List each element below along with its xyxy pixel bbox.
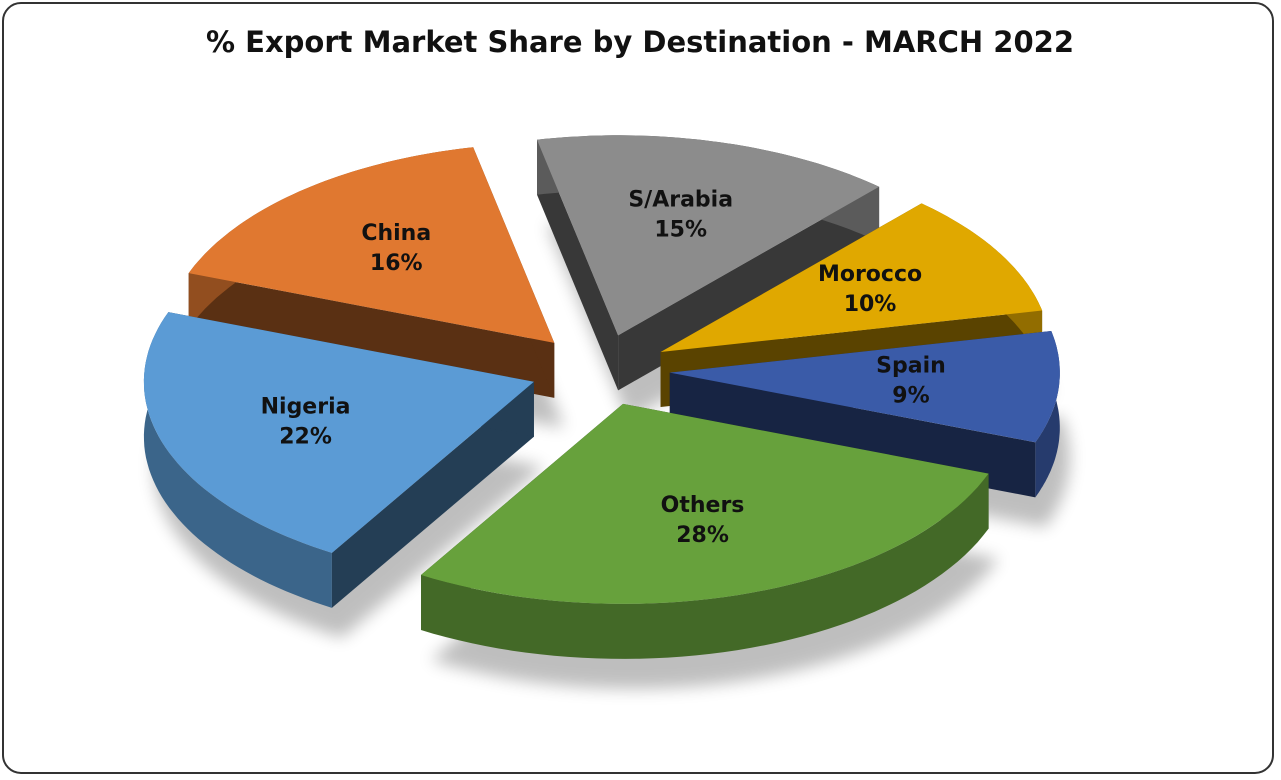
slice-top: [421, 403, 989, 604]
slice-value-label: 15%: [654, 218, 707, 243]
slice-side: [421, 473, 989, 659]
slices: S/Arabia 15% China 16% Morocco 10% Spain 9% Nige…: [143, 135, 1060, 659]
slice-top: [660, 203, 1043, 353]
slice-side: [188, 273, 555, 398]
slice-label: Spain: [876, 354, 946, 379]
slice-label: Others: [661, 493, 745, 518]
chart-title: % Export Market Share by Destination - M…: [206, 25, 1074, 59]
slice-side: [537, 139, 619, 391]
slice-side: [331, 381, 534, 608]
slice-top: [143, 312, 534, 553]
slice-top: [537, 135, 880, 336]
slice-label: Morocco: [818, 262, 922, 287]
slice: Morocco 10%: [660, 203, 1043, 408]
slice-label: China: [361, 221, 431, 246]
slice-value-label: 10%: [844, 292, 897, 317]
slice-value-label: 9%: [892, 384, 929, 409]
slice: Nigeria 22%: [143, 312, 534, 608]
slice-label: Nigeria: [261, 395, 351, 420]
slice-top: [188, 147, 555, 343]
slice-top: [669, 331, 1060, 443]
slice: China 16%: [188, 147, 555, 398]
slice-value-label: 16%: [370, 251, 423, 276]
slice-value-label: 28%: [676, 523, 729, 548]
slice: Others 28%: [420, 403, 989, 659]
slice-value-label: 22%: [279, 425, 332, 450]
slice-label: S/Arabia: [628, 188, 733, 213]
